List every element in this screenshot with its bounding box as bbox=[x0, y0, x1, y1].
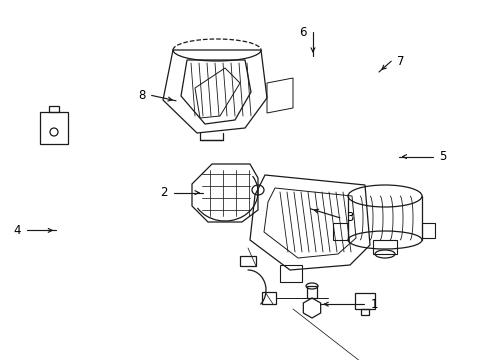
Text: 3: 3 bbox=[345, 211, 352, 224]
Text: 6: 6 bbox=[299, 26, 306, 39]
Text: 8: 8 bbox=[138, 89, 145, 102]
Text: 2: 2 bbox=[160, 186, 167, 199]
Text: 1: 1 bbox=[369, 298, 377, 311]
Text: 7: 7 bbox=[396, 55, 404, 68]
Text: 4: 4 bbox=[13, 224, 21, 237]
Text: 5: 5 bbox=[438, 150, 445, 163]
